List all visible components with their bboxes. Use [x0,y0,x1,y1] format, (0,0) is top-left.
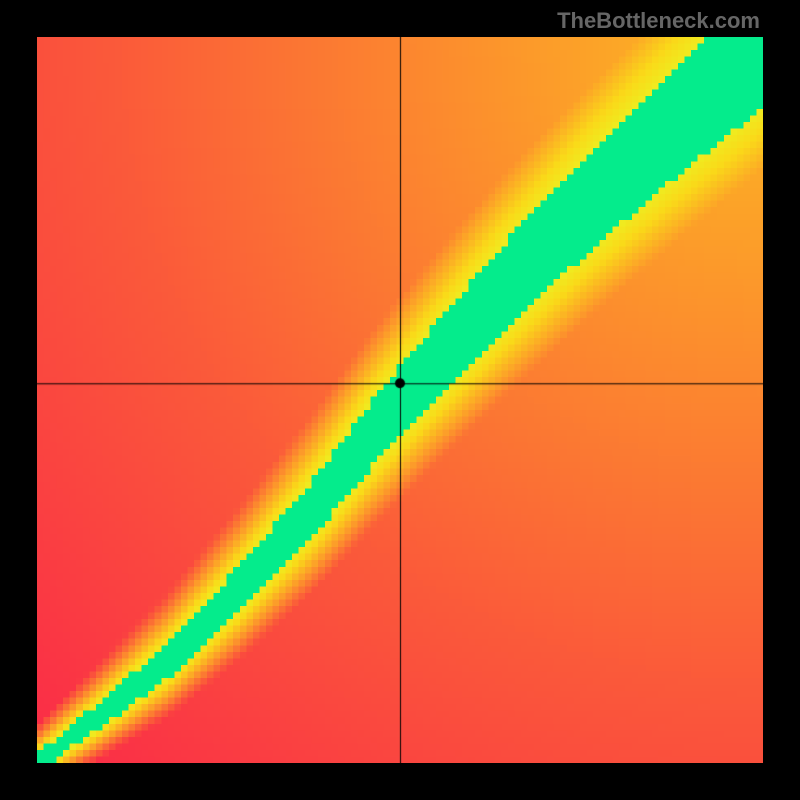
watermark-text: TheBottleneck.com [557,8,760,34]
bottleneck-heatmap [37,37,763,763]
bottleneck-chart-container: { "chart": { "type": "heatmap", "canvas_… [0,0,800,800]
